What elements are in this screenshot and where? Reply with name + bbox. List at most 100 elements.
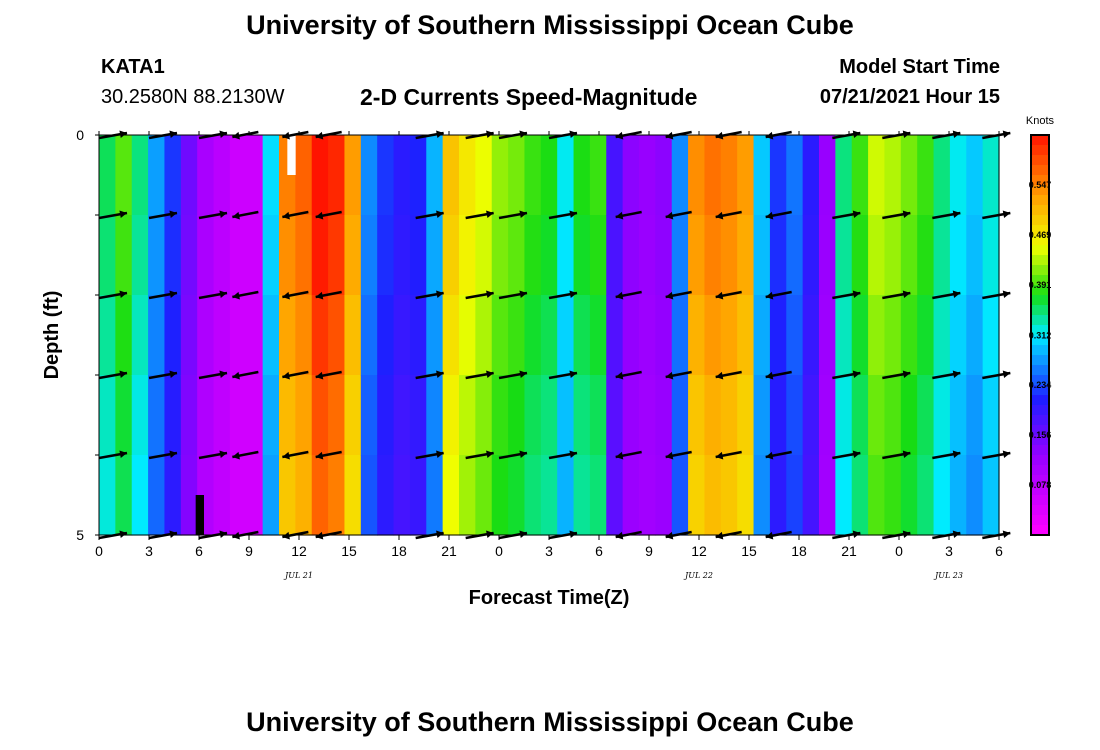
heatmap-cell xyxy=(688,215,706,296)
heatmap-cell xyxy=(786,295,804,376)
colorbar-tick-label: 0.156 xyxy=(1029,430,1052,440)
heatmap-cell xyxy=(508,375,526,456)
heatmap-cell xyxy=(262,375,280,456)
arrow-head xyxy=(486,210,494,219)
heatmap-cell xyxy=(884,375,902,456)
arrow-head xyxy=(486,130,494,139)
heatmap-cell xyxy=(949,135,967,216)
current-arrow xyxy=(615,290,642,300)
heatmap-cell xyxy=(884,135,902,216)
arrow-head xyxy=(232,451,240,460)
current-arrow xyxy=(98,450,128,460)
station-coordinates: 30.2580N 88.2130W xyxy=(101,86,285,108)
current-arrow xyxy=(665,210,692,220)
heatmap-cell xyxy=(949,455,967,536)
heatmap-cell xyxy=(360,375,378,456)
colorbar-tick-label: 0.469 xyxy=(1029,230,1052,240)
heatmap-cell xyxy=(262,135,280,216)
heatmap-cell xyxy=(393,455,411,536)
current-arrow xyxy=(315,290,342,300)
colorbar-segment xyxy=(1031,235,1049,246)
model-start-value: 07/21/2021 Hour 15 xyxy=(819,86,1000,108)
arrow-head xyxy=(765,211,774,220)
current-arrow xyxy=(315,450,342,460)
heatmap-cell xyxy=(557,135,575,216)
heatmap-cell xyxy=(246,375,264,456)
heatmap-cell xyxy=(704,135,722,216)
x-tick-label: 9 xyxy=(245,543,253,559)
current-arrow xyxy=(882,210,911,220)
arrow-head xyxy=(119,450,127,459)
current-arrow xyxy=(315,210,342,220)
arrow-head xyxy=(765,531,774,540)
colorbar-segment xyxy=(1031,165,1049,176)
heatmap-cell xyxy=(868,215,886,296)
current-arrow xyxy=(465,290,494,300)
heatmap-cell xyxy=(377,295,395,376)
current-arrow xyxy=(232,210,259,220)
heatmap-cell xyxy=(802,135,820,216)
colorbar-segment xyxy=(1031,315,1049,326)
heatmap-cell xyxy=(606,455,624,536)
heatmap-cell xyxy=(491,295,509,376)
heatmap-cell xyxy=(360,135,378,216)
arrow-head xyxy=(486,290,494,299)
heatmap-cell xyxy=(655,375,673,456)
current-arrow xyxy=(198,450,228,460)
heatmap-cell xyxy=(115,455,133,536)
x-tick-label: 21 xyxy=(441,543,457,559)
heatmap-cell xyxy=(851,375,869,456)
arrow-head xyxy=(519,370,527,379)
arrow-head xyxy=(315,531,324,540)
arrow-head xyxy=(665,131,674,140)
arrow-head xyxy=(219,210,227,219)
heatmap-cell xyxy=(540,375,558,456)
heatmap-cell xyxy=(966,375,984,456)
arrow-head xyxy=(569,210,577,219)
heatmap-cell xyxy=(229,295,247,376)
current-arrow xyxy=(282,450,309,460)
arrow-head xyxy=(715,531,724,540)
heatmap-cell xyxy=(459,215,476,296)
arrow-head xyxy=(282,291,290,300)
heatmap-cell xyxy=(933,295,951,376)
heatmap-cell xyxy=(900,135,918,216)
arrow-head xyxy=(569,450,577,459)
arrow-head xyxy=(952,450,961,459)
heatmap-cell xyxy=(229,135,247,216)
current-arrow xyxy=(198,290,228,300)
heatmap-cell xyxy=(769,455,787,536)
arrow-head xyxy=(436,210,444,219)
heatmap-cell xyxy=(671,215,689,296)
x-tick-label: 15 xyxy=(341,543,357,559)
arrow-head xyxy=(315,451,324,460)
heatmap-cell xyxy=(949,215,967,296)
heatmap-cell xyxy=(835,295,853,376)
heatmap-cell xyxy=(491,135,509,216)
arrow-head xyxy=(902,290,911,299)
heatmap-cell xyxy=(753,295,771,376)
arrow-head xyxy=(119,290,127,299)
heatmap-cell xyxy=(295,215,313,296)
current-arrow xyxy=(615,370,642,380)
heatmap-cell xyxy=(344,375,362,456)
heatmap-cell xyxy=(769,295,787,376)
current-arrow xyxy=(832,370,861,380)
heatmap-cell xyxy=(949,295,967,376)
arrow-head xyxy=(219,370,227,379)
arrow-head xyxy=(902,130,911,139)
heatmap-cell xyxy=(344,295,362,376)
heatmap-cell xyxy=(475,375,493,456)
colorbar-segment xyxy=(1031,175,1049,186)
heatmap-cell xyxy=(884,295,902,376)
current-arrow xyxy=(665,370,692,380)
arrow-head xyxy=(486,450,494,459)
arrow-head xyxy=(665,531,674,540)
colorbar-segment xyxy=(1031,415,1049,426)
heatmap-cell xyxy=(720,295,738,376)
current-arrow xyxy=(982,210,1011,220)
heatmap-cell xyxy=(606,375,624,456)
colorbar-segment xyxy=(1031,255,1049,266)
heatmap-cell xyxy=(606,295,624,376)
heatmap-cell xyxy=(426,295,444,376)
